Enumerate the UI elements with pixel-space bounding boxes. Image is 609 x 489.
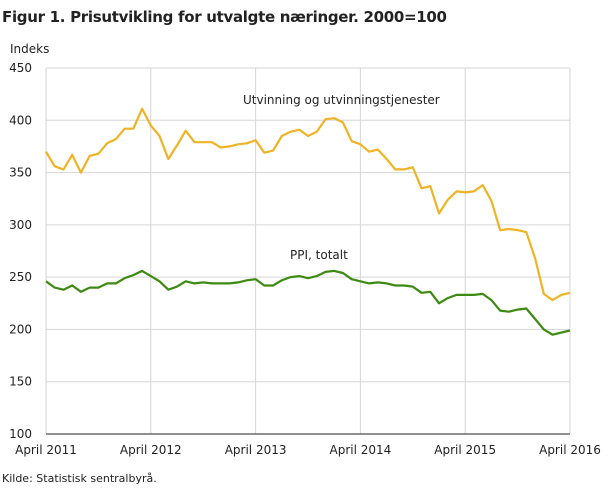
y-tick-label: 300 bbox=[9, 218, 32, 232]
chart-title: Figur 1. Prisutvikling for utvalgte næri… bbox=[2, 8, 447, 26]
series-label-utvinning: Utvinning og utvinningstjenester bbox=[243, 93, 440, 107]
x-tick-label: April 2015 bbox=[434, 443, 496, 457]
y-tick-label: 450 bbox=[9, 61, 32, 75]
y-tick-label: 100 bbox=[9, 427, 32, 441]
x-tick-label: April 2012 bbox=[120, 443, 182, 457]
series-line-ppi bbox=[45, 269, 571, 336]
x-tick-label: April 2011 bbox=[15, 443, 77, 457]
series-line-utvinning bbox=[45, 107, 571, 302]
y-tick-label: 350 bbox=[9, 166, 32, 180]
x-tick-label: April 2013 bbox=[225, 443, 287, 457]
x-tick-label: April 2014 bbox=[330, 443, 392, 457]
y-tick-label: 150 bbox=[9, 375, 32, 389]
y-tick-label: 250 bbox=[9, 270, 32, 284]
source-note: Kilde: Statistisk sentralbyrå. bbox=[2, 472, 157, 485]
y-axis-title: Indeks bbox=[10, 42, 49, 56]
x-tick-label: April 2016 bbox=[539, 443, 601, 457]
y-tick-label: 200 bbox=[9, 322, 32, 336]
y-tick-label: 400 bbox=[9, 113, 32, 127]
series-label-ppi: PPI, totalt bbox=[290, 248, 348, 262]
